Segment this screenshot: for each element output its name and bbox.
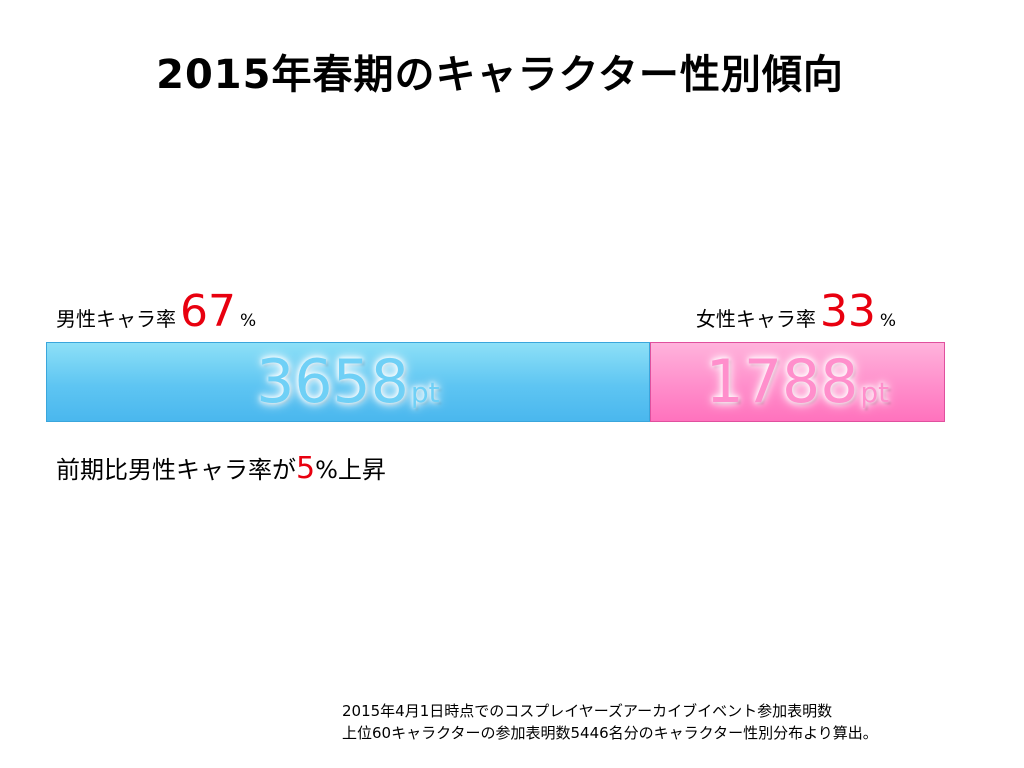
- footnote-line-2: 上位60キャラクターの参加表明数5446名分のキャラクター性別分布より算出。: [342, 724, 878, 742]
- gender-stacked-bar: 3658 pt 1788 pt: [46, 342, 945, 422]
- male-rate-percent: 67: [180, 286, 236, 337]
- male-rate-unit: %: [240, 311, 257, 331]
- female-rate-unit: %: [879, 311, 896, 331]
- female-rate-text: 女性キャラ率: [695, 307, 816, 331]
- footnote-line-1: 2015年4月1日時点でのコスプレイヤーズアーカイブイベント参加表明数: [342, 702, 833, 720]
- female-points-value: 1788: [705, 347, 859, 417]
- change-note-suffix: %上昇: [315, 456, 386, 484]
- change-note-prefix: 前期比男性キャラ率が: [56, 456, 296, 484]
- bar-segment-female: 1788 pt: [649, 342, 945, 422]
- male-rate-label: 男性キャラ率 67 %: [56, 290, 256, 334]
- female-points-unit: pt: [860, 376, 890, 409]
- male-points-unit: pt: [410, 376, 440, 409]
- male-points-label: 3658 pt: [256, 352, 439, 412]
- female-points-label: 1788 pt: [706, 352, 889, 412]
- change-note-value: 5: [296, 451, 316, 486]
- male-rate-text: 男性キャラ率: [56, 307, 176, 331]
- change-note: 前期比男性キャラ率が 5 %上昇: [56, 450, 386, 486]
- female-rate-label: 女性キャラ率 33 %: [696, 290, 896, 334]
- footnote: 2015年4月1日時点でのコスプレイヤーズアーカイブイベント参加表明数 上位60…: [342, 700, 878, 744]
- bar-segment-male: 3658 pt: [46, 342, 650, 422]
- female-rate-percent: 33: [819, 286, 876, 337]
- page-title: 2015年春期のキャラクター性別傾向: [156, 52, 844, 98]
- male-points-value: 3658: [256, 347, 409, 417]
